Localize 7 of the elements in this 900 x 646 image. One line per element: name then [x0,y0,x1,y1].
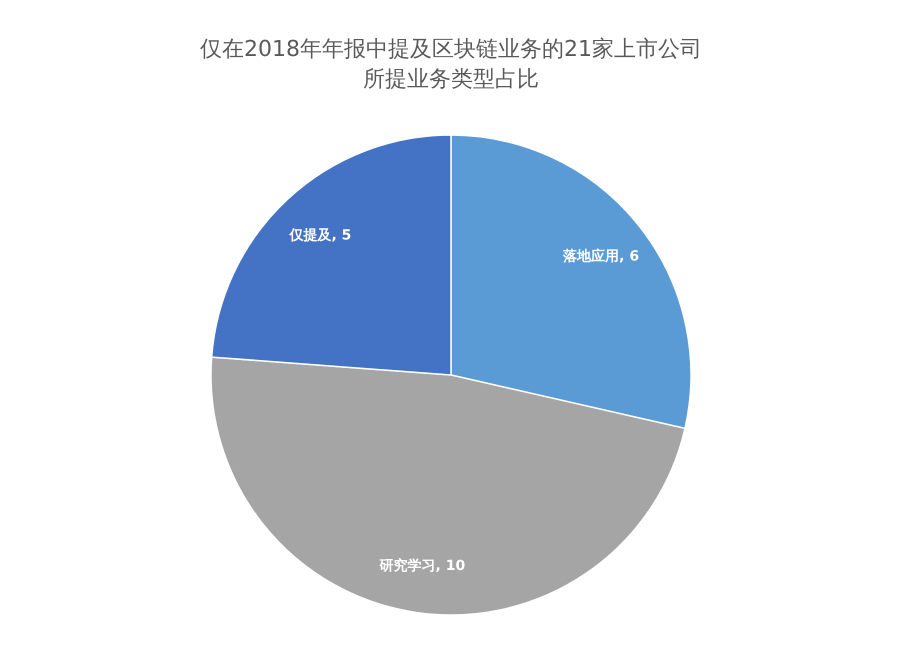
data-label: , 5 [331,227,352,244]
data-label: , 6 [619,248,640,264]
slice-label: 仅提及 [288,227,332,244]
title: 仅在2018年年报中提及区块链业务的21家上市公司所提业务类型占比 [200,37,702,92]
data-label: , 10 [436,558,466,574]
slice-label: 研究学习 [378,556,436,574]
slice-label: 落地应用 [562,247,620,264]
